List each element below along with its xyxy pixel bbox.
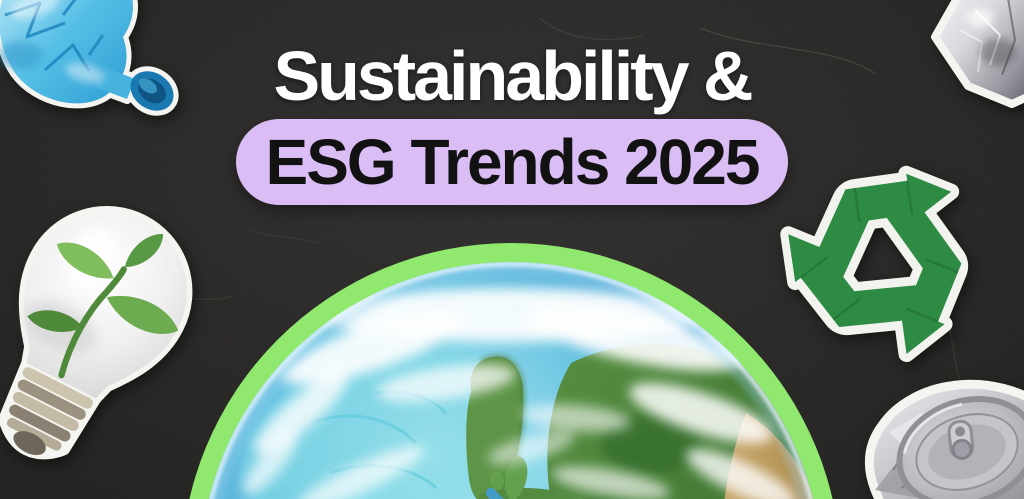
title-pill: ESG Trends 2025 [235,119,789,205]
earth-globe [181,243,841,499]
globe-surface [200,262,822,499]
crushed-can-icon [845,372,1024,499]
earth-globe-graphic [189,243,833,499]
title-line-1: Sustainability & [273,37,753,115]
title-line-2: ESG Trends 2025 [265,126,761,198]
pull-tab [947,419,975,460]
lightbulb-plant-icon [0,205,215,499]
banner-title: Sustainability & ESG Trends 2025 [0,36,1024,205]
